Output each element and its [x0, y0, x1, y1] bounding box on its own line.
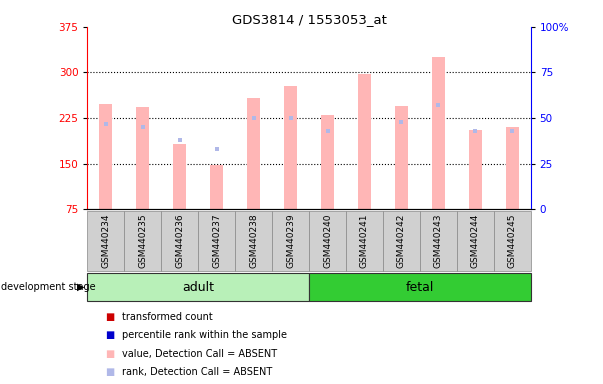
Text: ■: ■	[106, 367, 115, 377]
Text: GSM440242: GSM440242	[397, 214, 406, 268]
Text: rank, Detection Call = ABSENT: rank, Detection Call = ABSENT	[122, 367, 273, 377]
Bar	[456, 211, 494, 271]
Text: GSM440243: GSM440243	[434, 214, 443, 268]
Bar	[395, 106, 408, 209]
Text: GSM440238: GSM440238	[249, 214, 258, 268]
Text: GSM440245: GSM440245	[508, 214, 517, 268]
Text: GSM440241: GSM440241	[360, 214, 369, 268]
Bar	[420, 211, 457, 271]
Bar	[346, 211, 383, 271]
Text: GSM440240: GSM440240	[323, 214, 332, 268]
Text: GSM440236: GSM440236	[175, 214, 185, 268]
Bar	[198, 211, 235, 271]
Bar	[506, 127, 519, 209]
Text: ▶: ▶	[77, 282, 84, 292]
Bar	[247, 98, 260, 209]
Bar	[99, 104, 112, 209]
Bar	[432, 57, 445, 209]
Text: GSM440235: GSM440235	[138, 214, 147, 268]
Bar	[321, 115, 334, 209]
Text: GSM440234: GSM440234	[101, 214, 110, 268]
Bar	[124, 211, 161, 271]
Text: development stage: development stage	[1, 282, 96, 292]
Bar	[383, 211, 420, 271]
Text: value, Detection Call = ABSENT: value, Detection Call = ABSENT	[122, 349, 277, 359]
Bar	[284, 86, 297, 209]
Bar	[173, 144, 186, 209]
Text: GSM440237: GSM440237	[212, 214, 221, 268]
Text: ■: ■	[106, 349, 115, 359]
Text: fetal: fetal	[406, 281, 434, 293]
Bar	[87, 273, 309, 301]
Text: adult: adult	[182, 281, 214, 293]
Title: GDS3814 / 1553053_at: GDS3814 / 1553053_at	[232, 13, 387, 26]
Text: ■: ■	[106, 312, 115, 322]
Bar	[210, 165, 223, 209]
Bar	[309, 273, 531, 301]
Text: percentile rank within the sample: percentile rank within the sample	[122, 330, 288, 340]
Text: transformed count: transformed count	[122, 312, 213, 322]
Bar	[469, 130, 482, 209]
Bar	[161, 211, 198, 271]
Text: GSM440244: GSM440244	[471, 214, 480, 268]
Bar	[272, 211, 309, 271]
Bar	[87, 211, 124, 271]
Bar	[136, 107, 150, 209]
Bar	[494, 211, 531, 271]
Bar	[309, 211, 346, 271]
Bar	[235, 211, 272, 271]
Bar	[358, 74, 371, 209]
Text: GSM440239: GSM440239	[286, 214, 295, 268]
Text: ■: ■	[106, 330, 115, 340]
